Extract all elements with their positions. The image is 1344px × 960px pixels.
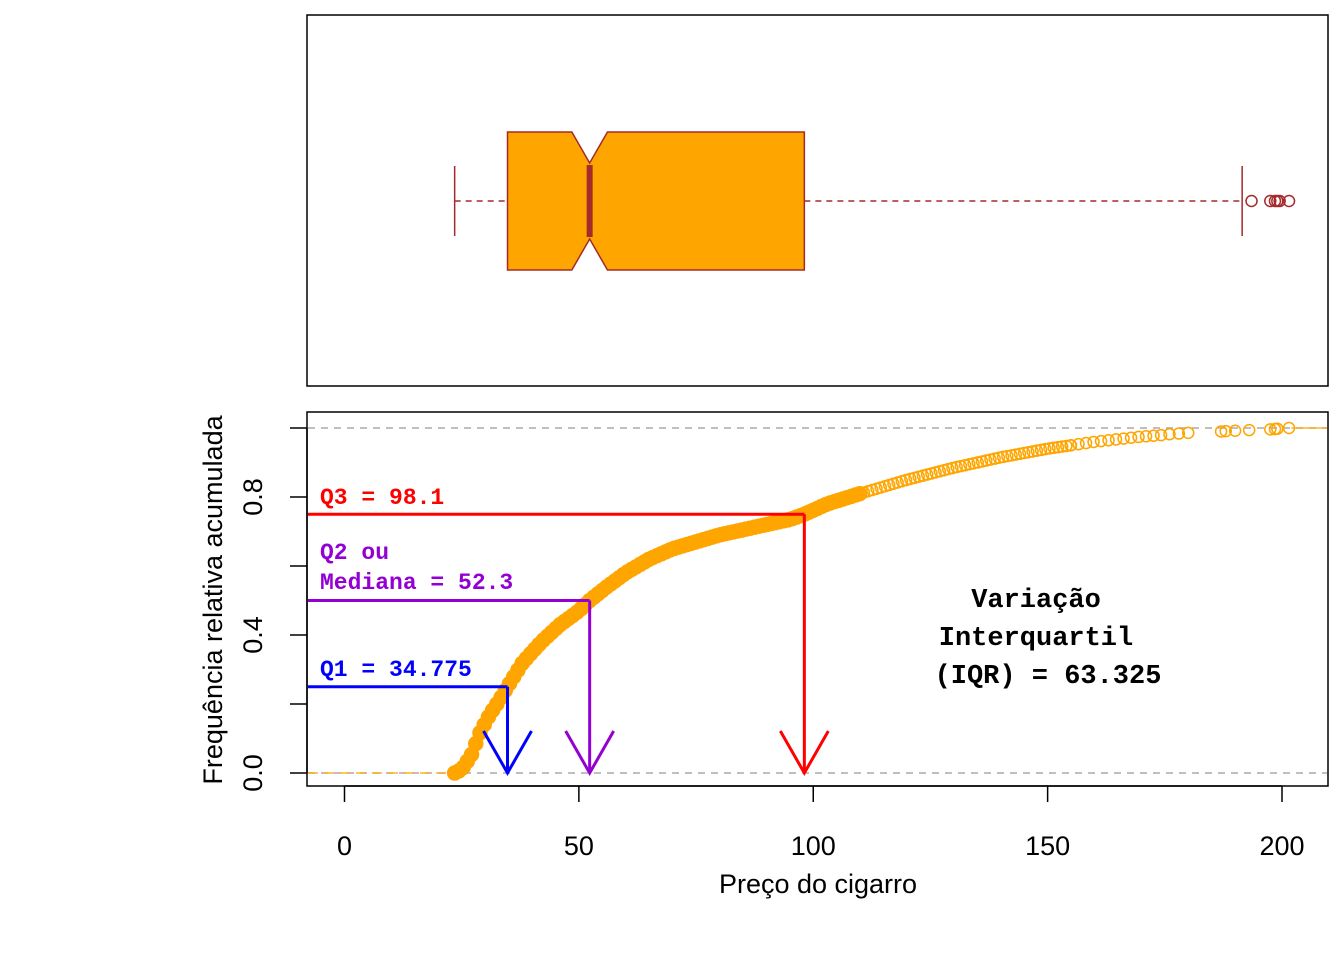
y-tick-label: 0.0 [238,754,268,792]
cdf-point [1182,426,1195,440]
cdf-point [1022,445,1035,459]
cdf-point [1147,429,1160,442]
outlier-point [1245,194,1258,208]
cdf-point [1214,425,1228,438]
cdf-point [1005,449,1018,462]
x-tick-label: 100 [791,831,836,861]
cdf-point [1055,440,1069,453]
y-axis-title: Frequência relativa acumulada [198,414,228,784]
cdf-point [1242,423,1256,437]
cdf-point [1124,431,1138,445]
cdf-point [1094,434,1108,448]
y-tick-label: 0.4 [238,616,268,654]
cdf-point [1154,428,1168,442]
x-axis: 0 50 100 150 200 [337,785,1305,861]
cdf-point [1117,432,1130,445]
quartile-markers [308,512,830,777]
iqr-label-line1: Variação [971,586,1101,616]
cdf-point [1013,447,1027,461]
x-tick-label: 150 [1025,831,1070,861]
q3-arrowhead [779,730,830,777]
boxplot-panel-frame [306,14,1329,387]
cdf-point [1264,423,1277,436]
cdf-point [1172,427,1186,440]
cdf-point [1109,433,1123,446]
cdf-point [1043,442,1056,455]
cdf-point [1087,435,1100,449]
reference-lines [308,427,1327,774]
cdf-points [446,421,1296,781]
cdf-point [1001,449,1014,463]
q3-label: Q3 = 98.1 [320,485,444,511]
cdf-point [1132,430,1145,444]
cdf-point [1072,437,1085,451]
cdf-point [992,451,1006,464]
cdf-point [1047,441,1060,455]
cdf-point [1039,442,1052,456]
x-tick-label: 0 [337,831,352,861]
outlier-point [1264,194,1277,208]
cdf-point [996,450,1010,464]
outlier-point [1273,194,1286,208]
x-axis-title: Preço do cigarro [719,869,917,899]
cdf-point [1271,422,1284,435]
cdf-point [1034,443,1048,457]
q1-label: Q1 = 34.775 [320,657,472,683]
cdf-point [1051,440,1065,454]
q1-arrowhead [482,730,533,777]
cdf-point [1102,433,1115,447]
cdf-point [1026,445,1039,458]
cdf-point [1017,446,1031,460]
cdf-point [1219,424,1232,438]
q2-label-line2: Mediana = 52.3 [320,570,513,596]
outlier-point [1282,194,1296,208]
boxplot [453,131,1296,271]
q2-arrowhead [564,730,615,777]
cdf-point [1282,421,1296,435]
x-tick-label: 50 [564,831,594,861]
iqr-label-line2: Interquartil [939,624,1133,654]
cdf-point [1163,427,1176,441]
cdf-point [1064,439,1078,452]
iqr-label-line3: (IQR) = 63.325 [935,662,1162,692]
box-body [506,131,806,271]
cdf-point [1139,430,1153,443]
y-axis: 0.0 0.4 0.8 [238,427,308,792]
cdf-point [1009,448,1022,461]
cdf-point [1060,439,1073,453]
x-tick-label: 200 [1259,831,1304,861]
cdf-point [1030,444,1044,457]
y-tick-label: 0.8 [238,478,268,516]
cdf-point [1079,436,1093,450]
q2-label-line1: Q2 ou [320,540,389,566]
cdf-point [1228,424,1242,438]
